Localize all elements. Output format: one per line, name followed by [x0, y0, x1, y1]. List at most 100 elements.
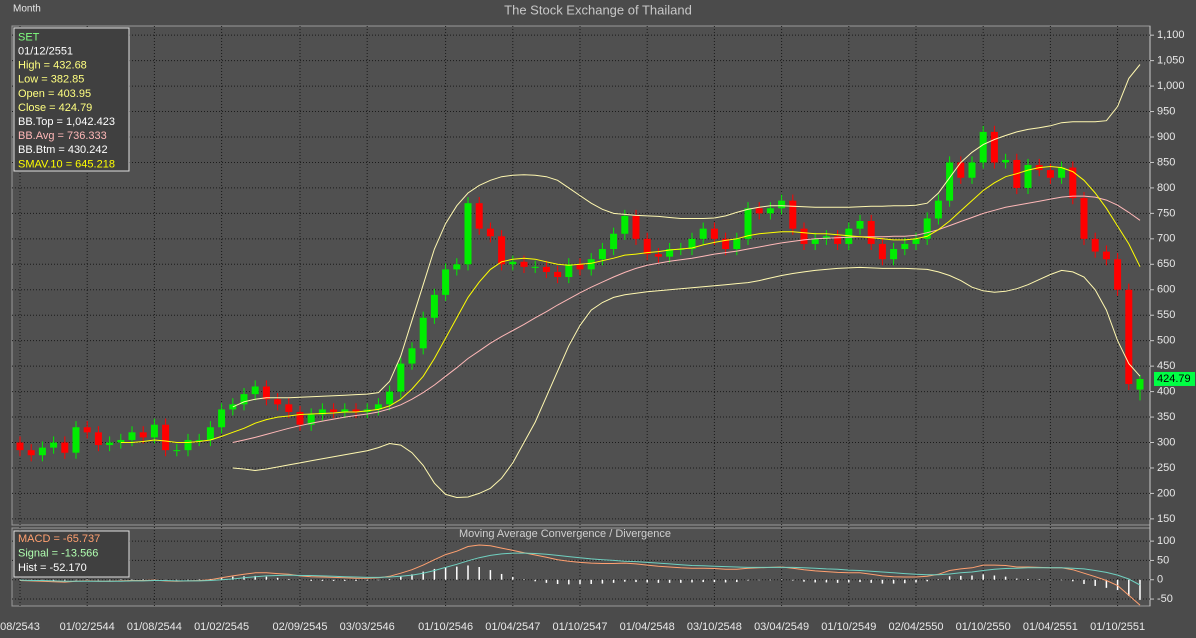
candle-body [1046, 170, 1054, 178]
histogram-bar [1128, 579, 1130, 596]
y-tick-label: 450 [1157, 360, 1175, 372]
candle-body [464, 203, 472, 265]
histogram-bar [52, 579, 55, 581]
chart-title: The Stock Exchange of Thailand [504, 2, 692, 17]
histogram-bar [500, 573, 503, 580]
candle-body [912, 238, 920, 244]
candle-body [554, 271, 562, 278]
candle-body [419, 317, 427, 349]
y-tick-label: 750 [1157, 207, 1175, 219]
candle-body [442, 269, 450, 295]
candle-body [453, 264, 461, 270]
last-price-label: 424.79 [1157, 373, 1191, 385]
histogram-bar [859, 579, 861, 583]
candle-body [834, 236, 842, 244]
y-tick-label: 800 [1157, 182, 1175, 194]
candle-body [587, 259, 595, 270]
histogram-bar [579, 579, 581, 585]
histogram-bar [769, 579, 772, 581]
histogram-bar [612, 579, 615, 583]
histogram-bar [736, 579, 738, 583]
candle-body [397, 363, 405, 392]
histogram-bar [691, 579, 693, 583]
histogram-bar [108, 579, 111, 581]
histogram-bar [97, 579, 100, 581]
info-line: BB.Btm = 430.242 [18, 144, 108, 156]
histogram-bar [601, 579, 604, 584]
histogram-bar [780, 579, 783, 580]
histogram-bar [131, 579, 133, 580]
histogram-bar [400, 576, 402, 580]
candle-body [218, 409, 226, 428]
histogram-bar [534, 579, 536, 582]
candle-body [946, 162, 954, 201]
macd-info-line: Hist = -52.170 [18, 562, 87, 574]
candle-body [610, 233, 618, 250]
candle-body [262, 386, 270, 400]
candle-body [117, 439, 125, 443]
histogram-bar [276, 577, 279, 580]
histogram-bar [142, 579, 144, 580]
histogram-bar [86, 579, 88, 580]
candle-body [374, 404, 382, 410]
histogram-bar [64, 579, 66, 581]
macd-line [19, 552, 1141, 586]
info-line: Low = 382.85 [18, 74, 84, 86]
x-tick-label: 01/10/2549 [821, 621, 876, 633]
histogram-bar [198, 579, 200, 580]
candle-body [72, 427, 80, 453]
histogram-bar [702, 579, 704, 583]
histogram-bar [724, 579, 727, 583]
y-tick-label: 550 [1157, 309, 1175, 321]
candle-body [867, 221, 875, 244]
candle-body [968, 162, 976, 178]
y-tick-label: 100 [1157, 535, 1175, 547]
x-tick-label: 03/04/2549 [754, 621, 809, 633]
histogram-bar [568, 579, 570, 585]
histogram-bar [1105, 579, 1108, 588]
candle-body [923, 218, 931, 239]
histogram-bar [265, 576, 268, 580]
histogram-bar [1083, 579, 1085, 584]
candle-body [498, 236, 506, 265]
candle-body [666, 249, 674, 257]
candle-body [565, 264, 573, 278]
overlay-layer: Moving Average Convergence / Divergence … [13, 27, 1195, 578]
candle-body [251, 386, 259, 395]
candle-body [1002, 159, 1010, 163]
y-tick-label: 1,000 [1157, 80, 1185, 92]
candle-body [699, 228, 707, 239]
last-price-tag [1154, 371, 1195, 386]
x-tick-label: 03/03/2546 [340, 621, 395, 633]
info-line: Close = 424.79 [18, 102, 92, 114]
histogram-bar [590, 579, 592, 584]
histogram-bar [444, 567, 447, 580]
histogram-bar [377, 579, 380, 581]
y-tick-label: 400 [1157, 386, 1175, 398]
macd-title: Moving Average Convergence / Divergence [459, 528, 671, 540]
histogram-bar [926, 579, 928, 582]
histogram-bar [288, 578, 290, 580]
y-tick-label: 300 [1157, 436, 1175, 448]
candle-body [710, 228, 718, 239]
histogram-bar [19, 579, 21, 581]
histogram-bar [467, 565, 469, 580]
candle-body [408, 348, 416, 364]
x-tick-label: 01/02/2545 [194, 621, 249, 633]
histogram-bar [456, 566, 458, 580]
y-tick-label: 850 [1157, 156, 1175, 168]
candle-body [430, 294, 438, 318]
histogram-bar [75, 579, 77, 581]
histogram-bar [904, 579, 906, 584]
candle-body [766, 208, 774, 214]
candle-body [184, 439, 192, 451]
candle-body [341, 409, 349, 412]
candle-body [542, 266, 550, 272]
candle-body [486, 228, 494, 237]
histogram-bar [792, 579, 794, 581]
histogram-bar [1139, 579, 1141, 600]
y-tick-label: 600 [1157, 284, 1175, 296]
y-tick-label: 500 [1157, 335, 1175, 347]
x-tick-label: 01/04/2551 [1023, 621, 1078, 633]
candle-body [386, 391, 394, 405]
